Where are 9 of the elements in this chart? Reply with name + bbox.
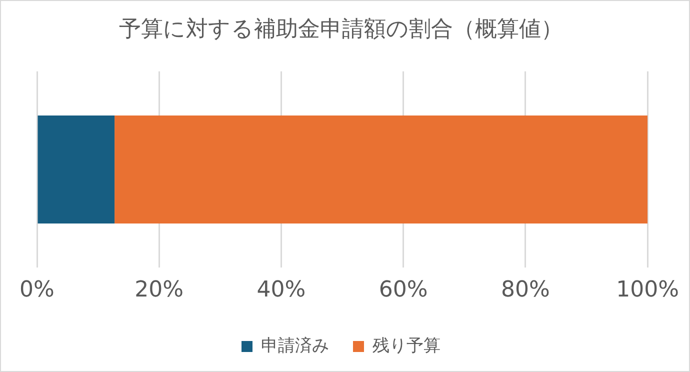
- legend-label: 申請済み: [261, 336, 329, 356]
- legend-label: 残り予算: [372, 336, 440, 356]
- x-tick-label: 40%: [256, 278, 306, 303]
- x-tick-label: 80%: [500, 278, 550, 303]
- chart-title: 予算に対する補助金申請額の割合（概算値）: [119, 16, 563, 42]
- x-tick-label: 100%: [616, 278, 680, 303]
- x-tick-label: 60%: [378, 278, 428, 303]
- x-tick-label: 20%: [134, 278, 184, 303]
- x-tick-label: 0%: [20, 278, 54, 303]
